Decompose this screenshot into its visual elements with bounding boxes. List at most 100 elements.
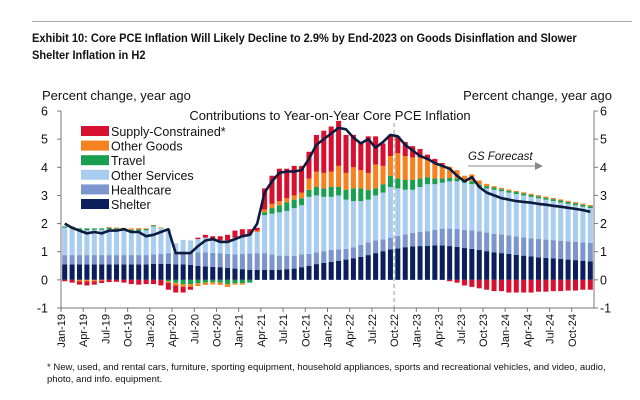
bar-healthcare [276, 255, 282, 270]
bar-supply-constrained [136, 279, 142, 285]
bar-healthcare [195, 252, 201, 266]
bar-other-goods [587, 204, 593, 207]
bar-other-services [69, 228, 75, 256]
bar-other-services [380, 192, 386, 240]
x-tick-label: Jul-23 [456, 314, 468, 344]
bar-travel [572, 203, 579, 206]
bar-travel [380, 184, 386, 193]
bar-other-goods [572, 202, 579, 204]
bar-travel [299, 198, 305, 206]
bar-healthcare [358, 244, 364, 257]
chart-title: Contributions to Year-on-Year Core PCE I… [189, 108, 470, 123]
legend-swatch [81, 184, 109, 195]
bar-supply-constrained [543, 279, 549, 292]
bar-healthcare [173, 253, 179, 265]
bar-travel [136, 229, 142, 232]
legend-swatch [81, 169, 109, 180]
bar-healthcare [380, 239, 386, 252]
bar-other-services [121, 229, 127, 256]
bar-supply-constrained [306, 151, 312, 179]
bar-healthcare [580, 242, 586, 261]
bar-supply-constrained [276, 168, 282, 202]
bar-other-services [306, 196, 312, 254]
bar-shelter [410, 246, 416, 280]
bar-other-goods [535, 195, 541, 197]
bar-supply-constrained [417, 148, 423, 158]
bar-other-goods [432, 163, 438, 179]
bar-other-goods [99, 279, 105, 281]
bar-other-services [513, 194, 519, 237]
bar-other-goods [321, 172, 327, 189]
bar-other-services [188, 240, 194, 253]
bar-shelter [543, 257, 549, 280]
bar-travel [432, 178, 438, 185]
bar-healthcare [439, 228, 445, 246]
bar-healthcare [180, 252, 186, 265]
bar-supply-constrained [432, 158, 438, 164]
bar-travel [328, 186, 334, 197]
bar-supply-constrained [151, 279, 157, 285]
bar-healthcare [587, 242, 593, 262]
bar-shelter [402, 247, 408, 280]
bar-other-services [565, 203, 571, 242]
bar-healthcare [432, 230, 438, 246]
x-tick-label: Oct-24 [567, 314, 579, 347]
bar-healthcare [128, 255, 134, 265]
bar-other-services [328, 196, 334, 251]
bar-travel [439, 178, 445, 183]
bar-other-goods [225, 284, 231, 287]
y-tick-label-left: -1 [37, 302, 48, 316]
bar-healthcare [498, 234, 504, 254]
bar-travel [165, 279, 171, 282]
bar-shelter [84, 264, 90, 280]
bar-travel [62, 226, 68, 228]
bar-travel [565, 201, 571, 204]
bar-supply-constrained [284, 168, 290, 199]
bar-healthcare [210, 252, 216, 267]
bar-other-goods [173, 282, 179, 286]
bar-supply-constrained [558, 279, 564, 292]
bar-healthcare [491, 233, 497, 253]
x-tick-label: Jul-20 [189, 314, 201, 344]
bar-healthcare [225, 253, 231, 269]
bar-other-goods [239, 283, 245, 285]
bar-healthcare [143, 255, 149, 265]
bar-healthcare [402, 234, 408, 248]
bar-shelter [217, 267, 223, 280]
bar-healthcare [106, 255, 112, 265]
bar-healthcare [165, 253, 171, 264]
bar-travel [276, 205, 282, 213]
bar-supply-constrained [69, 279, 75, 283]
bar-other-goods [217, 282, 223, 285]
bar-travel [417, 178, 423, 187]
bar-shelter [498, 253, 504, 280]
bar-healthcare [232, 254, 238, 269]
bar-travel [350, 188, 356, 202]
legend-swatch [81, 199, 109, 209]
bar-supply-constrained [336, 120, 342, 166]
bar-other-services [447, 181, 453, 229]
bar-supply-constrained [313, 134, 319, 172]
y-tick-label-right: 2 [600, 217, 607, 231]
bar-healthcare [343, 248, 349, 260]
x-tick-label: Oct-22 [389, 314, 401, 347]
bar-shelter [447, 246, 453, 280]
bar-healthcare [136, 255, 142, 265]
y-tick-label-left: 2 [41, 217, 48, 231]
bar-other-services [180, 239, 186, 253]
bar-travel [365, 189, 371, 200]
bar-other-goods [306, 178, 312, 190]
bar-healthcare [269, 254, 275, 271]
bar-shelter [299, 267, 305, 280]
bar-supply-constrained [225, 234, 231, 241]
bar-healthcare [84, 255, 90, 265]
x-tick-label: Apr-21 [256, 314, 268, 347]
bar-supply-constrained [506, 279, 512, 293]
bar-other-services [535, 198, 541, 240]
bar-healthcare [558, 240, 564, 260]
x-tick-label: Jul-19 [100, 314, 112, 344]
bar-travel [498, 189, 504, 192]
bar-supply-constrained [513, 279, 519, 293]
y-tick-label-right: -1 [600, 302, 611, 316]
left-axis-label: Percent change, year ago [42, 88, 191, 103]
